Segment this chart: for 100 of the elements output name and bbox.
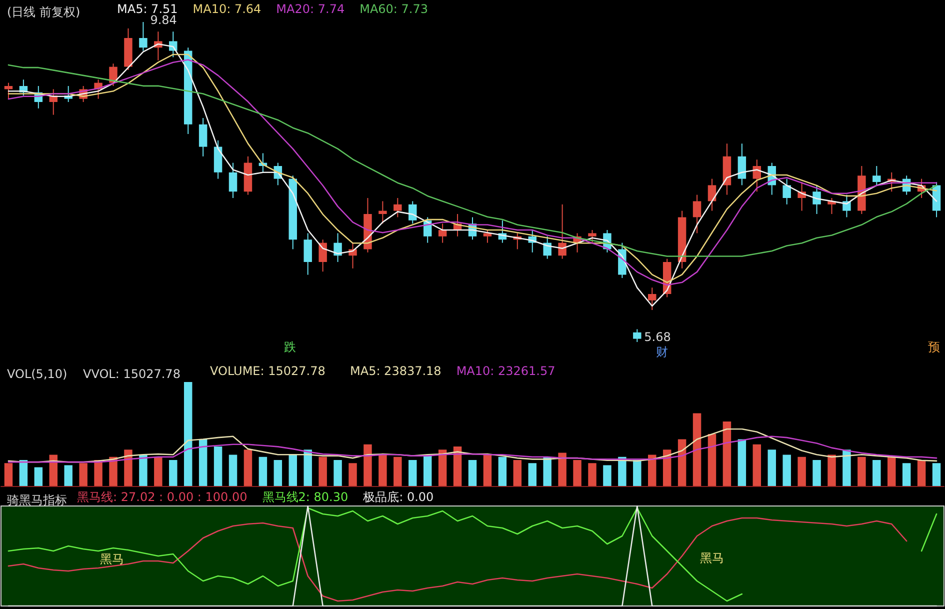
- bar: [214, 446, 222, 486]
- candlestick: [4, 82, 13, 100]
- text: 极品底: 0.00: [362, 490, 434, 504]
- bar: [768, 450, 776, 486]
- bar: [94, 460, 102, 486]
- bar: [812, 460, 821, 486]
- candlestick: [588, 230, 596, 244]
- candlestick: [633, 328, 642, 342]
- bar: [618, 456, 626, 486]
- bar: [708, 434, 716, 486]
- annotation: 9.84: [150, 13, 177, 27]
- bar: [184, 382, 192, 486]
- bar: [34, 467, 43, 486]
- text: MA5: 7.51: [117, 2, 178, 16]
- bar: [558, 452, 566, 486]
- bar: [872, 460, 881, 486]
- bar: [738, 439, 746, 486]
- bar: [902, 463, 911, 486]
- candlestick: [438, 223, 447, 244]
- candlestick: [648, 287, 656, 310]
- bar: [662, 450, 672, 486]
- candlestick: [812, 184, 821, 214]
- bar: [408, 460, 417, 486]
- bar: [348, 463, 357, 486]
- bar: [198, 439, 208, 486]
- candlestick: [394, 198, 402, 218]
- bar: [513, 460, 522, 486]
- series-label: VOLUME: 15027.78: [210, 364, 326, 378]
- candlestick: [304, 232, 312, 276]
- bar: [648, 454, 656, 486]
- candlestick: [782, 178, 791, 205]
- annotation: 黑马: [700, 551, 724, 565]
- bar: [468, 460, 477, 486]
- bar: [453, 446, 462, 486]
- annotation: 5.68: [644, 330, 671, 344]
- bar: [109, 456, 118, 486]
- text: MA10: 7.64: [192, 2, 262, 16]
- bar: [169, 460, 178, 486]
- chart-subtitle: VVOL: 15027.78: [83, 367, 180, 381]
- candlestick: [318, 239, 327, 272]
- bar: [19, 460, 28, 486]
- candlestick: [198, 118, 208, 157]
- bar: [573, 460, 582, 486]
- candlestick: [692, 194, 702, 234]
- bar: [528, 463, 536, 486]
- bar: [932, 463, 941, 486]
- bar: [483, 454, 492, 486]
- bar: [244, 450, 252, 486]
- bar: [154, 456, 162, 486]
- text: MA5: 23837.18: [350, 364, 442, 378]
- bar: [79, 463, 88, 486]
- text: 财: [656, 345, 668, 359]
- bar: [798, 456, 806, 486]
- chart-title: VOL(5,10): [7, 367, 68, 381]
- bar: [334, 460, 342, 486]
- annotation: 黑马: [100, 552, 124, 566]
- bar: [917, 460, 926, 486]
- annotation: 预: [928, 340, 940, 354]
- chart-title: 骑黑马指标: [7, 493, 67, 507]
- bar: [438, 450, 447, 486]
- bar: [678, 439, 686, 486]
- bar: [498, 456, 507, 486]
- bar: [887, 456, 896, 486]
- bar: [274, 460, 282, 486]
- bar: [752, 444, 762, 486]
- bar: [258, 456, 268, 486]
- text: MA20: 7.74: [276, 2, 345, 16]
- candlestick: [378, 200, 387, 224]
- candlestick: [708, 178, 716, 212]
- bar: [139, 454, 148, 486]
- chart-title: (日线 前复权): [7, 5, 80, 19]
- bar: [633, 460, 642, 486]
- bar: [588, 463, 596, 486]
- candlestick: [139, 22, 148, 52]
- annotation: 跌: [284, 340, 296, 354]
- series-label: 黑马线: 27.02 : 0.00 : 100.00: [77, 490, 248, 504]
- bar: [394, 456, 402, 486]
- series-label: 黑马线2: 80.30: [262, 490, 348, 504]
- bar: [304, 450, 312, 486]
- candlestick: [738, 143, 746, 186]
- bar: [318, 456, 327, 486]
- candlestick: [872, 166, 881, 186]
- bar: [49, 454, 58, 486]
- bar: [692, 413, 702, 486]
- bar: [842, 450, 851, 486]
- bar: [64, 465, 72, 486]
- candlestick: [228, 162, 238, 198]
- bar: [288, 454, 297, 486]
- bar: [543, 456, 552, 486]
- bar: [124, 450, 132, 486]
- bar: [364, 444, 372, 486]
- candlestick: [483, 230, 492, 244]
- bar: [228, 454, 238, 486]
- bar: [603, 465, 612, 486]
- candlestick: [558, 204, 566, 260]
- bar: [722, 422, 732, 486]
- bar: [782, 454, 791, 486]
- bar: [858, 456, 866, 486]
- text: MA10: 23261.57: [456, 364, 556, 378]
- bar: [828, 454, 836, 486]
